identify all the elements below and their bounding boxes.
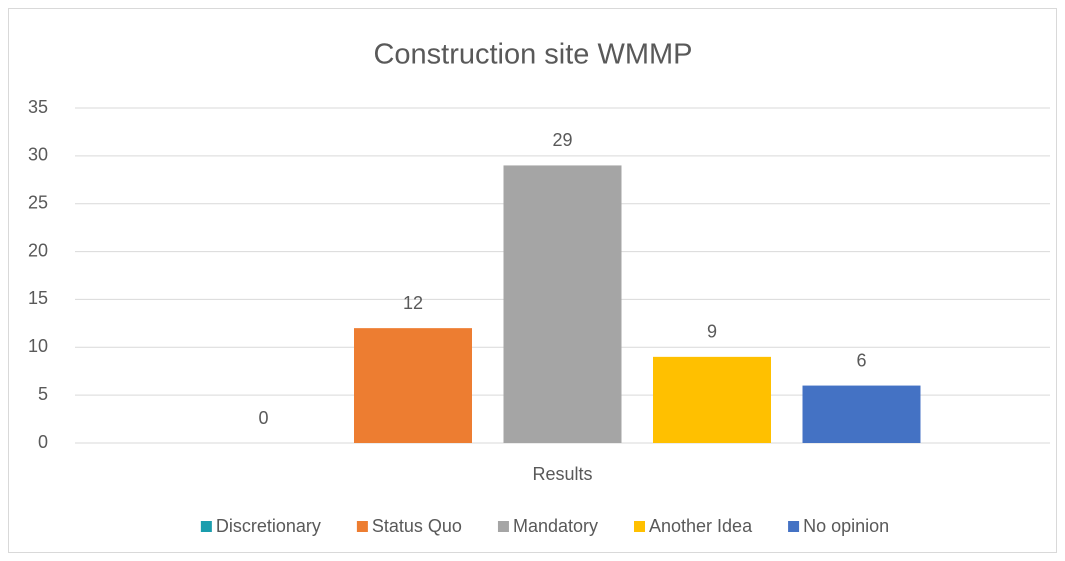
legend-swatch: [788, 521, 800, 532]
legend-label: No opinion: [803, 516, 889, 536]
bar: [354, 328, 472, 443]
legend-swatch: [497, 521, 509, 532]
y-tick-label: 25: [28, 192, 48, 212]
legend-label: Discretionary: [216, 516, 321, 536]
chart-title: Construction site WMMP: [373, 39, 692, 71]
y-tick-label: 35: [28, 97, 48, 117]
data-label: 0: [258, 408, 268, 428]
y-tick-label: 0: [38, 432, 48, 452]
legend-swatch: [634, 521, 645, 532]
data-label: 6: [856, 350, 866, 370]
y-tick-label: 10: [28, 336, 48, 356]
bar: [802, 385, 921, 443]
legend-label: Mandatory: [513, 516, 598, 536]
bar: [653, 356, 771, 443]
y-tick-label: 5: [38, 384, 48, 404]
y-tick-label: 20: [28, 240, 48, 260]
x-tick-label: Results: [532, 464, 592, 484]
y-tick-label: 30: [28, 145, 48, 165]
bar: [503, 165, 622, 443]
legend-label: Status Quo: [372, 516, 462, 536]
data-label: 29: [552, 130, 572, 150]
y-tick-label: 15: [28, 288, 48, 308]
data-label: 9: [707, 322, 717, 342]
legend-swatch: [356, 521, 368, 532]
legend-swatch: [200, 521, 212, 532]
legend-label: Another Idea: [649, 516, 753, 536]
data-label: 12: [403, 293, 423, 313]
